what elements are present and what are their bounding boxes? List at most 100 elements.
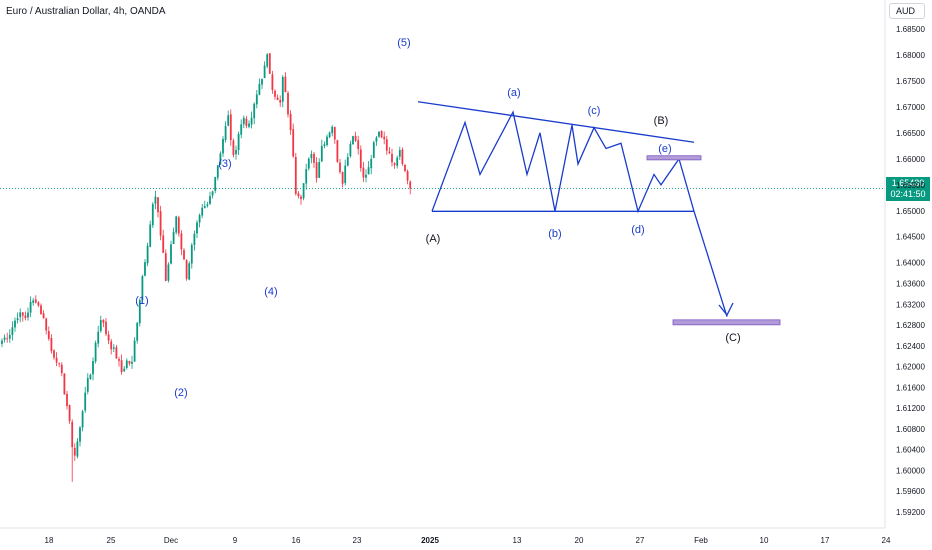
wave-label: (e)	[658, 143, 671, 155]
candle-body	[255, 94, 258, 105]
candle-body	[279, 99, 282, 103]
candle-body	[94, 342, 97, 362]
time-tick-label: 27	[636, 536, 645, 545]
candle-body	[99, 320, 102, 332]
price-tick-label: 1.67000	[896, 103, 925, 112]
candle-body	[271, 74, 274, 91]
candle-body	[84, 392, 87, 411]
candle-body	[102, 319, 105, 323]
candles	[1, 53, 412, 482]
candle-body	[401, 149, 404, 165]
candle-body	[222, 138, 224, 154]
wave-label: (c)	[588, 105, 601, 117]
candle-body	[216, 165, 219, 178]
wave-label: (B)	[654, 115, 669, 127]
candle-body	[318, 161, 321, 178]
candle-body	[367, 167, 370, 175]
candle-body	[294, 157, 297, 194]
candle-body	[123, 368, 126, 372]
candle-body	[328, 132, 331, 138]
candle-body	[339, 162, 341, 173]
candle-body	[151, 204, 154, 226]
candle-body	[229, 114, 232, 141]
candle-body	[242, 117, 245, 125]
time-tick-label: 2025	[421, 536, 439, 545]
time-tick-label: Feb	[694, 536, 708, 545]
candle-body	[27, 312, 29, 318]
wave-label: (C)	[725, 332, 740, 344]
candle-body	[289, 113, 292, 131]
candle-body	[125, 360, 128, 368]
time-tick-label: 16	[292, 536, 301, 545]
price-tick-label: 1.64500	[896, 233, 925, 242]
candle-body	[118, 359, 120, 361]
candle-body	[224, 126, 227, 140]
price-tick-label: 1.64000	[896, 259, 925, 268]
last-price-tag: 1.65430 02:41:50	[886, 177, 930, 201]
wave-label: (3)	[218, 158, 231, 170]
candle-body	[37, 302, 40, 306]
candle-body	[157, 197, 159, 213]
candle-body	[266, 54, 269, 67]
wave-c-projection	[693, 211, 728, 317]
candle-body	[19, 312, 22, 318]
candle-body	[378, 131, 380, 137]
candle-body	[60, 364, 63, 374]
candle-body	[86, 378, 89, 392]
candle-body	[14, 320, 16, 328]
candle-body	[154, 196, 157, 204]
candle-body	[107, 334, 110, 341]
candle-body	[71, 421, 74, 448]
candle-body	[167, 264, 170, 281]
candle-body	[133, 340, 136, 362]
wave-label: (A)	[426, 233, 441, 245]
candle-body	[406, 171, 409, 181]
candle-body	[92, 361, 94, 375]
candle-body	[281, 77, 284, 102]
candle-body	[136, 322, 139, 341]
candle-body	[112, 347, 115, 349]
candle-body	[128, 361, 131, 364]
price-tick-label: 1.65000	[896, 207, 925, 216]
time-tick-label: 24	[882, 536, 891, 545]
price-tick-label: 1.65500	[896, 181, 925, 190]
candle-body	[344, 165, 347, 184]
candle-body	[268, 53, 271, 74]
price-axis[interactable]: 1.68500 1.68000 1.67500 1.67000 1.66500 1.660…	[884, 0, 925, 528]
price-tick-label: 1.61600	[896, 383, 925, 392]
candle-body	[196, 222, 198, 234]
candle-body	[6, 338, 9, 340]
candle-body	[164, 253, 167, 281]
candle-body	[341, 171, 344, 184]
candle-body	[349, 144, 352, 157]
price-tick-label: 1.68500	[896, 25, 925, 34]
candle-body	[372, 142, 375, 158]
price-tick-label: 1.59200	[896, 508, 925, 517]
candle-body	[214, 177, 217, 191]
candle-body	[320, 145, 323, 162]
candle-body	[79, 427, 81, 442]
candle-body	[63, 373, 66, 395]
candle-body	[3, 337, 6, 340]
candle-body	[209, 196, 211, 204]
candle-body	[313, 153, 315, 163]
candle-body	[190, 244, 193, 264]
candle-body	[42, 313, 45, 319]
time-axis[interactable]: 18 25 Dec 9 16 23 2025 13 20 27 Feb 10 17 24	[0, 527, 891, 545]
price-tick-label: 1.60800	[896, 425, 925, 434]
candle-body	[159, 211, 162, 236]
candle-body	[206, 204, 209, 207]
wave-label: (2)	[174, 387, 187, 399]
candle-body	[380, 131, 383, 138]
wave-c-arrowhead	[718, 302, 734, 317]
currency-selector[interactable]: AUD	[889, 3, 925, 19]
candle-body	[227, 115, 230, 126]
candle-body	[398, 150, 401, 157]
wave-label: (d)	[631, 224, 644, 236]
candle-body	[393, 163, 396, 166]
candle-body	[263, 65, 266, 79]
candle-body	[336, 140, 339, 162]
target-zone-e	[646, 155, 702, 161]
candle-body	[232, 140, 235, 156]
